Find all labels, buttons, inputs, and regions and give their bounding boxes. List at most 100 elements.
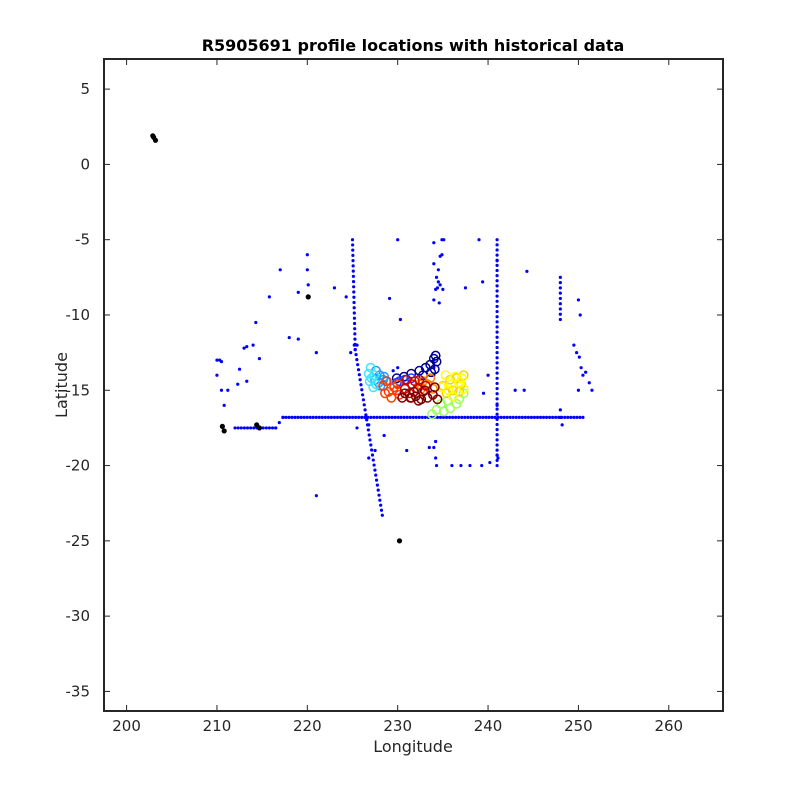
data-point [417,415,421,419]
data-point [409,386,419,397]
x-tick-label: 240 [474,717,503,735]
data-point [563,415,567,419]
data-point [495,243,499,247]
data-point [436,280,440,284]
data-point [495,299,499,303]
data-point [397,392,408,403]
data-point [326,415,330,419]
data-point [236,426,240,430]
data-point [502,415,506,419]
data-point [296,415,300,419]
data-point [547,415,552,419]
data-point [438,415,443,419]
data-point [351,274,356,278]
data-point [575,351,579,355]
data-point [245,379,249,383]
data-point [541,415,546,419]
data-point [572,343,576,347]
data-point [374,473,378,477]
data-point [576,298,581,302]
data-point [450,463,454,468]
data-point [381,376,392,387]
data-point [495,248,499,252]
data-point [267,426,272,430]
data-point [420,380,431,391]
data-point [284,415,288,419]
data-point [360,415,364,419]
data-point [523,415,527,419]
data-point [478,415,482,419]
data-point [396,415,400,419]
data-point [430,350,441,361]
data-point [481,391,486,395]
data-point [526,415,530,419]
data-point [566,415,570,419]
data-point [362,403,366,407]
data-point [355,343,359,347]
data-point [495,376,499,380]
data-point [419,385,430,396]
data-point [488,460,492,465]
data-point [219,423,225,430]
data-point [413,395,424,406]
data-point [344,415,349,419]
data-point [299,415,303,419]
data-point [393,415,397,419]
data-point [495,443,499,447]
data-point [409,376,420,387]
data-point [219,388,224,392]
x-axis-label: Longitude [373,737,453,756]
data-point [484,415,488,419]
data-point [495,315,499,319]
data-point [257,357,262,361]
data-point [367,456,371,460]
data-point [399,383,410,394]
data-point [495,428,499,432]
data-point [368,382,379,393]
y-axis-label: Latitude [52,352,71,418]
data-point [351,253,355,257]
data-point [363,408,367,412]
data-point [441,287,445,291]
data-point [366,428,370,432]
data-point [387,296,392,301]
data-point [495,433,499,437]
x-tick-label: 210 [203,717,232,735]
data-point [472,415,476,419]
data-point [495,345,499,350]
data-point [560,423,564,427]
data-point [219,360,224,364]
data-point [379,503,383,507]
data-point [496,456,500,460]
data-point [373,448,377,453]
data-point [578,415,582,419]
data-point [442,238,446,242]
data-point [373,468,377,472]
data-point [477,238,481,242]
data-point [432,262,436,266]
data-point [434,439,438,444]
data-point [486,373,490,377]
data-point [520,415,524,419]
data-point [434,463,439,468]
y-tick-label: -15 [66,381,91,399]
data-point [317,415,321,419]
data-point [460,415,464,419]
data-point [366,373,377,384]
data-point [365,418,369,422]
data-point [355,358,359,362]
y-tick-label: -10 [66,306,91,324]
data-point [584,370,588,374]
data-point [475,415,479,419]
data-point [381,415,385,419]
data-point [338,415,343,419]
data-point [369,443,373,447]
data-point [427,409,437,420]
x-tick-label: 220 [293,717,322,735]
data-point [314,494,318,498]
data-point [576,388,581,392]
data-point [490,415,494,419]
y-tick-label: 0 [80,155,90,173]
data-point [495,263,499,267]
data-point [351,269,355,273]
